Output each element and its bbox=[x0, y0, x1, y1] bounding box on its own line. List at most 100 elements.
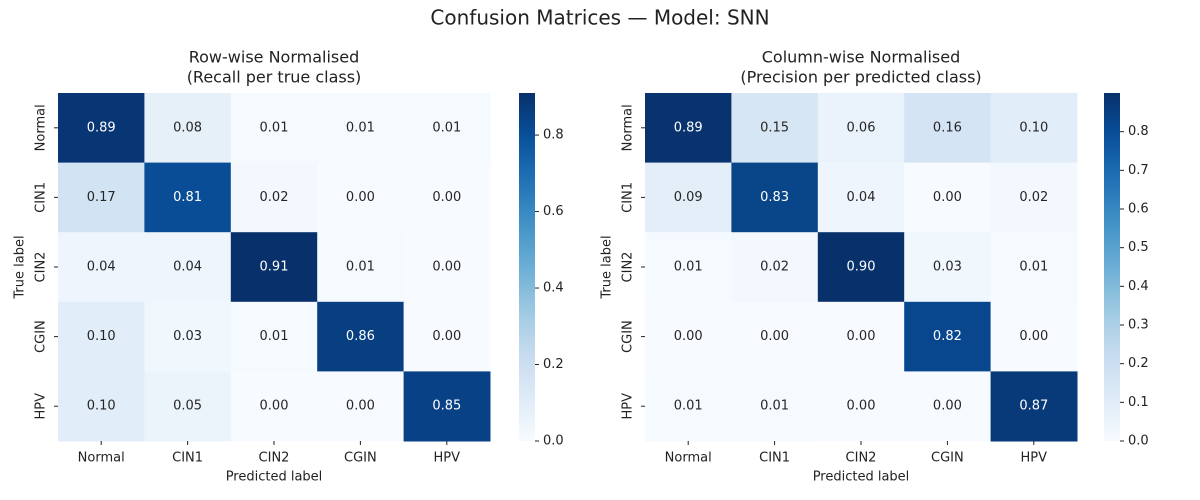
cell-label: 0.81 bbox=[173, 190, 202, 205]
cell-label: 0.85 bbox=[432, 399, 461, 414]
cell-label: 0.00 bbox=[1019, 329, 1048, 344]
chart-title: Column-wise Normalised bbox=[762, 48, 961, 67]
cell-label: 0.90 bbox=[847, 260, 876, 275]
heatmap-cell bbox=[144, 162, 232, 233]
x-tick-label: CIN2 bbox=[259, 451, 290, 466]
colorbar-tick-label: 0.0 bbox=[1128, 434, 1149, 449]
cell-label: 0.01 bbox=[346, 260, 375, 275]
chart-subtitle: (Precision per predicted class) bbox=[740, 68, 981, 87]
y-tick-label: CIN2 bbox=[34, 252, 49, 283]
cell-label: 0.03 bbox=[173, 329, 202, 344]
heatmap-cell bbox=[58, 232, 145, 303]
colorbar-tick-label: 0.4 bbox=[1128, 279, 1149, 294]
cell-label: 0.03 bbox=[933, 260, 962, 275]
heatmap-cell bbox=[731, 93, 819, 164]
cell-label: 0.01 bbox=[674, 260, 703, 275]
cell-label: 0.05 bbox=[173, 399, 202, 414]
cell-label: 0.01 bbox=[1019, 260, 1048, 275]
heatmap-cell bbox=[58, 93, 145, 164]
cell-label: 0.89 bbox=[87, 120, 116, 135]
heatmap-cell bbox=[58, 162, 145, 233]
cell-label: 0.02 bbox=[760, 260, 789, 275]
colorbar bbox=[519, 93, 535, 441]
x-tick-label: HPV bbox=[1021, 451, 1048, 466]
heatmap-cell bbox=[144, 232, 232, 303]
colorbar-tick-label: 0.6 bbox=[1128, 202, 1149, 217]
x-tick-label: HPV bbox=[434, 451, 461, 466]
y-axis-label: True label bbox=[13, 235, 28, 299]
heatmap-cell bbox=[990, 232, 1078, 303]
cell-label: 0.09 bbox=[674, 190, 703, 205]
cell-label: 0.04 bbox=[847, 190, 876, 205]
colorbar-tick-label: 0.4 bbox=[543, 281, 564, 296]
cell-label: 0.01 bbox=[760, 399, 789, 414]
x-tick-label: CIN2 bbox=[846, 451, 877, 466]
cell-label: 0.15 bbox=[760, 120, 789, 135]
cell-label: 0.00 bbox=[847, 329, 876, 344]
heatmap-cell bbox=[731, 162, 819, 233]
cell-label: 0.02 bbox=[1019, 190, 1048, 205]
y-tick-label: CGIN bbox=[621, 320, 636, 353]
heatmap-cell bbox=[230, 93, 318, 164]
heatmap-cell bbox=[645, 301, 732, 372]
heatmap-cell bbox=[645, 371, 732, 442]
heatmap-cell bbox=[731, 232, 819, 303]
heatmap-cell bbox=[403, 93, 491, 164]
figure-title: Confusion Matrices — Model: SNN bbox=[430, 6, 769, 30]
colorbar-tick-label: 0.5 bbox=[1128, 240, 1149, 255]
x-tick-label: Normal bbox=[78, 451, 125, 466]
cell-label: 0.00 bbox=[346, 399, 375, 414]
cell-label: 0.17 bbox=[87, 190, 116, 205]
heatmap-cell bbox=[58, 301, 145, 372]
heatmap-cell bbox=[817, 301, 905, 372]
cell-label: 0.00 bbox=[346, 190, 375, 205]
heatmap-cell bbox=[230, 162, 318, 233]
cell-label: 0.01 bbox=[674, 399, 703, 414]
heatmap-cell bbox=[817, 162, 905, 233]
colorbar bbox=[1104, 93, 1120, 441]
heatmap-cell bbox=[58, 371, 145, 442]
cell-label: 0.10 bbox=[87, 329, 116, 344]
cell-label: 0.04 bbox=[87, 260, 116, 275]
heatmap-cell bbox=[144, 371, 232, 442]
x-tick-label: Normal bbox=[665, 451, 712, 466]
x-tick-label: CGIN bbox=[931, 451, 964, 466]
heatmap-cell bbox=[317, 371, 405, 442]
y-axis-label: True label bbox=[600, 235, 615, 299]
heatmap-cell bbox=[230, 301, 318, 372]
cell-label: 0.00 bbox=[432, 329, 461, 344]
colorbar-tick-label: 0.8 bbox=[1128, 124, 1149, 139]
cell-label: 0.02 bbox=[260, 190, 289, 205]
heatmap-cell bbox=[403, 301, 491, 372]
heatmap-cell bbox=[317, 301, 405, 372]
cell-label: 0.87 bbox=[1019, 399, 1048, 414]
y-tick-label: CIN1 bbox=[621, 182, 636, 213]
heatmap-cell bbox=[230, 232, 318, 303]
cell-label: 0.91 bbox=[260, 260, 289, 275]
cell-label: 0.89 bbox=[674, 120, 703, 135]
heatmap-cell bbox=[904, 162, 992, 233]
cell-label: 0.00 bbox=[674, 329, 703, 344]
heatmap-cell bbox=[731, 301, 819, 372]
cell-label: 0.01 bbox=[260, 329, 289, 344]
heatmap-cell bbox=[645, 93, 732, 164]
cell-label: 0.00 bbox=[260, 399, 289, 414]
cell-label: 0.10 bbox=[87, 399, 116, 414]
colorbar-tick-label: 0.3 bbox=[1128, 318, 1149, 333]
cell-label: 0.83 bbox=[760, 190, 789, 205]
cell-label: 0.01 bbox=[432, 120, 461, 135]
y-tick-label: HPV bbox=[34, 393, 49, 420]
heatmap-cell bbox=[904, 232, 992, 303]
cell-label: 0.00 bbox=[933, 190, 962, 205]
heatmap-cell bbox=[645, 162, 732, 233]
y-tick-label: CIN2 bbox=[621, 252, 636, 283]
heatmap-cell bbox=[403, 371, 491, 442]
cell-label: 0.00 bbox=[933, 399, 962, 414]
cell-label: 0.08 bbox=[173, 120, 202, 135]
cell-label: 0.00 bbox=[847, 399, 876, 414]
heatmap-cell bbox=[904, 93, 992, 164]
cell-label: 0.01 bbox=[260, 120, 289, 135]
heatmap-cell bbox=[645, 232, 732, 303]
heatmap-cell bbox=[144, 93, 232, 164]
